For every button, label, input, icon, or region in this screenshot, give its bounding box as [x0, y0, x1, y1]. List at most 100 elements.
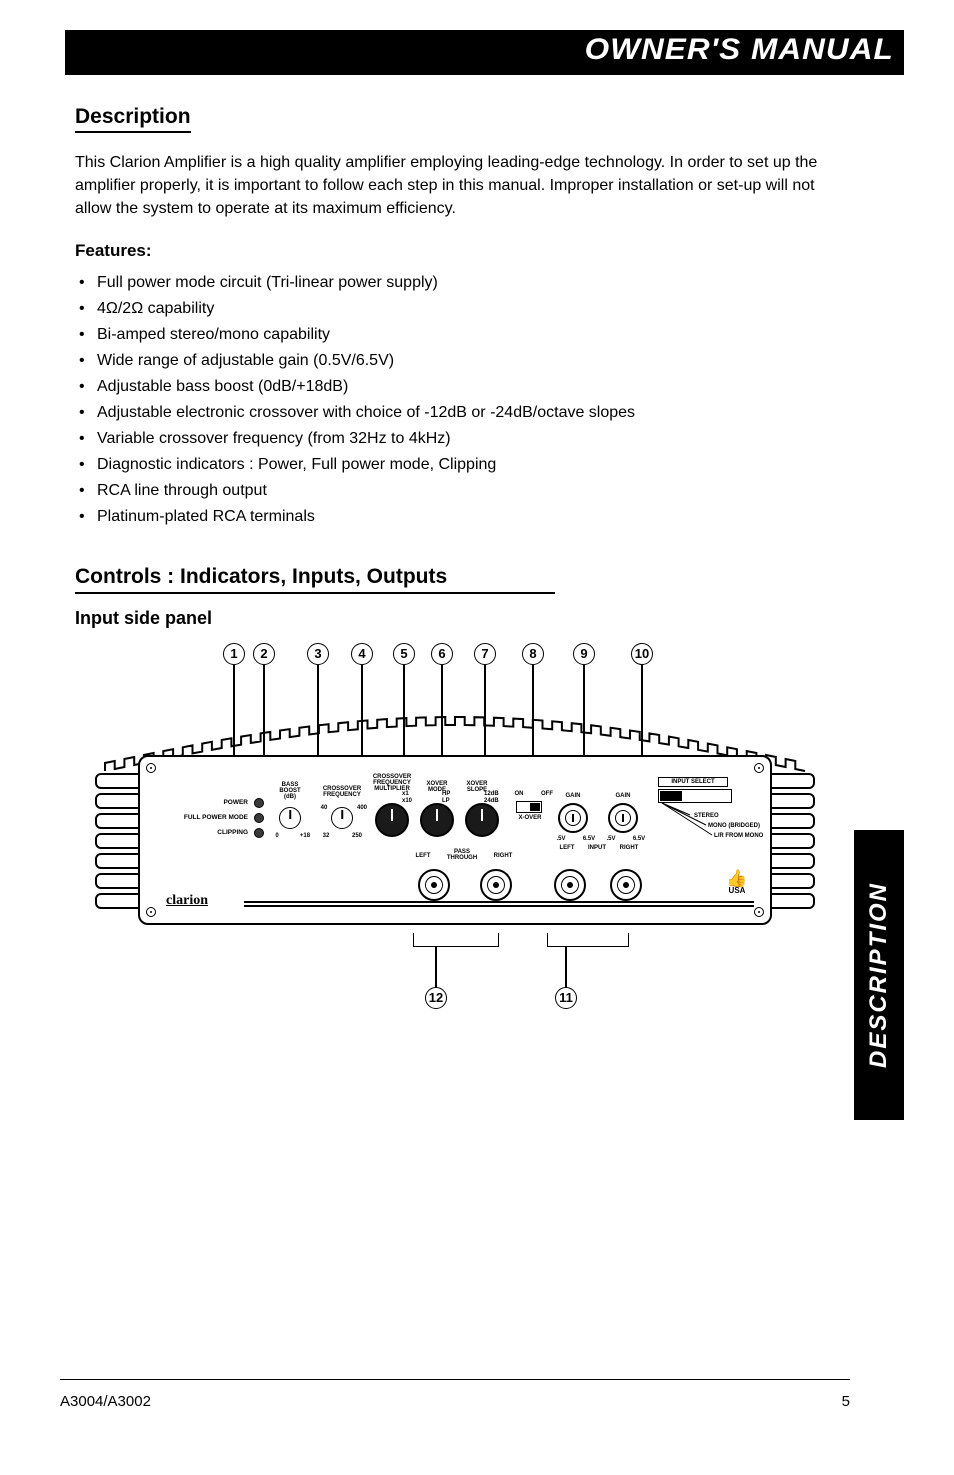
xfreq-40: 40 [318, 805, 330, 811]
side-tab-label: DESCRIPTION [865, 882, 893, 1068]
heatsink-fin [95, 793, 141, 809]
mode-lp: LP [442, 798, 456, 804]
feature-item: Wide range of adjustable gain (0.5V/6.5V… [79, 349, 835, 373]
mode-hp: HP [442, 791, 456, 797]
feature-item: Variable crossover frequency (from 32Hz … [79, 427, 835, 451]
xover-on: ON [512, 791, 526, 797]
rca-input-right [610, 869, 642, 901]
screw-hole [754, 907, 764, 917]
gain-knob-right [608, 803, 638, 833]
screw-hole [146, 907, 156, 917]
gain-right-lbl: RIGHT [614, 845, 644, 851]
clipping-led-label: CLIPPING [178, 829, 248, 836]
rca-passthrough-right [480, 869, 512, 901]
heatsink-fin [769, 793, 815, 809]
owners-manual-title: OWNER'S MANUAL [584, 33, 893, 67]
callout-11: 11 [555, 947, 577, 1009]
bass-boost-label: BASS BOOST (dB) [275, 782, 305, 801]
footer: A3004/A3002 5 [60, 1393, 850, 1410]
xfreq-32: 32 [320, 833, 332, 839]
heatsink-fin [95, 773, 141, 789]
panel-label: Input side panel [75, 608, 835, 629]
xover-mode-knob [420, 803, 454, 837]
header-bar: OWNER'S MANUAL [65, 30, 904, 75]
feature-item: Adjustable bass boost (0dB/+18dB) [79, 375, 835, 399]
sel-mono-bridged: MONO (BRIDGED) [708, 823, 768, 829]
mult-x10: x10 [402, 798, 420, 804]
input-panel-diagram: 12345678910 POWER [75, 643, 835, 1073]
gain-label-l: GAIN [561, 793, 585, 799]
xover-switch [516, 801, 542, 813]
face-baseline [244, 901, 754, 903]
bracket-passthrough [413, 933, 499, 947]
callout-12: 12 [425, 947, 447, 1009]
heatsink-fin [95, 873, 141, 889]
heatsink-fin [769, 893, 815, 909]
bracket-input [547, 933, 629, 947]
xover-sw-label: X-OVER [514, 815, 546, 821]
sel-mono-lr: L/R FROM MONO [714, 833, 774, 839]
xfreq-250: 250 [348, 833, 366, 839]
face-baseline-2 [244, 905, 754, 907]
usa-label: USA [729, 886, 746, 895]
gain-label-r: GAIN [611, 793, 635, 799]
fullpower-led-label: FULL POWER MODE [150, 814, 248, 821]
power-led [254, 798, 264, 808]
usa-icon: USA [722, 870, 752, 895]
heatsink-fins-left [95, 773, 141, 913]
heatsink-fin [769, 853, 815, 869]
rca-passthrough-left [418, 869, 450, 901]
heatsink-fin [95, 853, 141, 869]
amp-front-face: POWER FULL POWER MODE CLIPPING BASS BOOS… [138, 755, 772, 925]
section-title-description: Description [75, 105, 191, 133]
heatsink-fins-right [769, 773, 815, 913]
xfreq-400: 400 [354, 805, 370, 811]
heatsink-fin [95, 813, 141, 829]
heatsink-fin [769, 873, 815, 889]
heatsink-fin [95, 833, 141, 849]
gain-r-lo: .5V [602, 836, 620, 842]
amp-body: POWER FULL POWER MODE CLIPPING BASS BOOS… [85, 713, 825, 943]
xover-slope-knob [465, 803, 499, 837]
features-heading: Features: [75, 241, 835, 261]
gain-l-hi: 6.5V [578, 836, 600, 842]
bass-boost-knob [279, 807, 301, 829]
sel-stereo: STEREO [694, 813, 734, 819]
xover-off: OFF [538, 791, 556, 797]
feature-item: Adjustable electronic crossover with cho… [79, 401, 835, 425]
gain-knob-left [558, 803, 588, 833]
input-select-title: INPUT SELECT [658, 777, 728, 787]
crossover-freq-knob [331, 807, 353, 829]
gain-r-hi: 6.5V [628, 836, 650, 842]
feature-item: 4Ω/2Ω capability [79, 297, 835, 321]
gain-l-lo: .5V [552, 836, 570, 842]
pass-right: RIGHT [488, 853, 518, 859]
feature-item: Bi-amped stereo/mono capability [79, 323, 835, 347]
brand-logo: clarion [166, 893, 208, 909]
footer-rule [60, 1379, 850, 1381]
feature-item: Full power mode circuit (Tri-linear powe… [79, 271, 835, 295]
gain-left-lbl: LEFT [554, 845, 580, 851]
multiplier-knob [375, 803, 409, 837]
bass-18-label: +18 [296, 833, 314, 839]
xover-freq-label: CROSSOVER FREQUENCY [320, 786, 364, 799]
fullpower-led [254, 813, 264, 823]
slope-12: 12dB [484, 791, 506, 797]
bass-0-label: 0 [272, 833, 282, 839]
heatsink-fin [769, 833, 815, 849]
footer-model: A3004/A3002 [60, 1393, 151, 1410]
heatsink-fin [769, 773, 815, 789]
feature-item: RCA line through output [79, 479, 835, 503]
mult-x1: x1 [402, 791, 418, 797]
intro-paragraph: This Clarion Amplifier is a high quality… [75, 151, 835, 221]
heatsink-fin [95, 893, 141, 909]
screw-hole [146, 763, 156, 773]
footer-page: 5 [842, 1393, 850, 1410]
screw-hole [754, 763, 764, 773]
section-title-controls: Controls : Indicators, Inputs, Outputs [75, 565, 555, 594]
pass-left: LEFT [410, 853, 436, 859]
gain-input-lbl: INPUT [582, 845, 612, 851]
power-led-label: POWER [178, 799, 248, 806]
heatsink-fin [769, 813, 815, 829]
feature-item: Diagnostic indicators : Power, Full powe… [79, 453, 835, 477]
